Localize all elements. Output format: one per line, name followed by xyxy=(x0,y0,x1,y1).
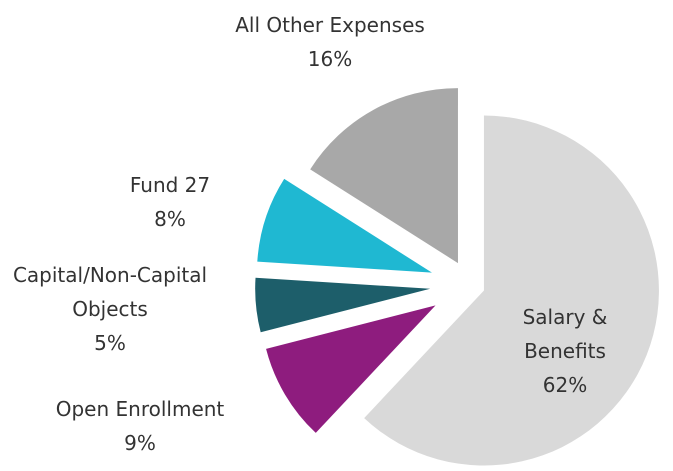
category-label: Fund 27 xyxy=(129,173,211,197)
slice-label: All Other Expenses 16% xyxy=(190,8,470,76)
value-label: 62% xyxy=(542,373,588,397)
pie-slice xyxy=(266,305,436,433)
category-label: Capital/Non-Capital Objects xyxy=(12,263,208,321)
category-label: Salary & Benefits xyxy=(522,305,608,363)
slice-label: Capital/Non-Capital Objects 5% xyxy=(10,258,210,360)
slice-label: Salary & Benefits 62% xyxy=(505,300,625,402)
value-label: 9% xyxy=(124,431,156,455)
pie-slice xyxy=(310,88,458,264)
category-label: All Other Expenses xyxy=(235,13,425,37)
pie-slice xyxy=(364,115,659,466)
slice-label: Fund 27 8% xyxy=(95,168,245,236)
value-label: 8% xyxy=(154,207,186,231)
value-label: 5% xyxy=(94,331,126,355)
value-label: 16% xyxy=(307,47,353,71)
slice-label: Open Enrollment 9% xyxy=(10,392,270,460)
category-label: Open Enrollment xyxy=(55,397,225,421)
pie-slice xyxy=(255,277,431,333)
pie-slice xyxy=(257,178,432,273)
